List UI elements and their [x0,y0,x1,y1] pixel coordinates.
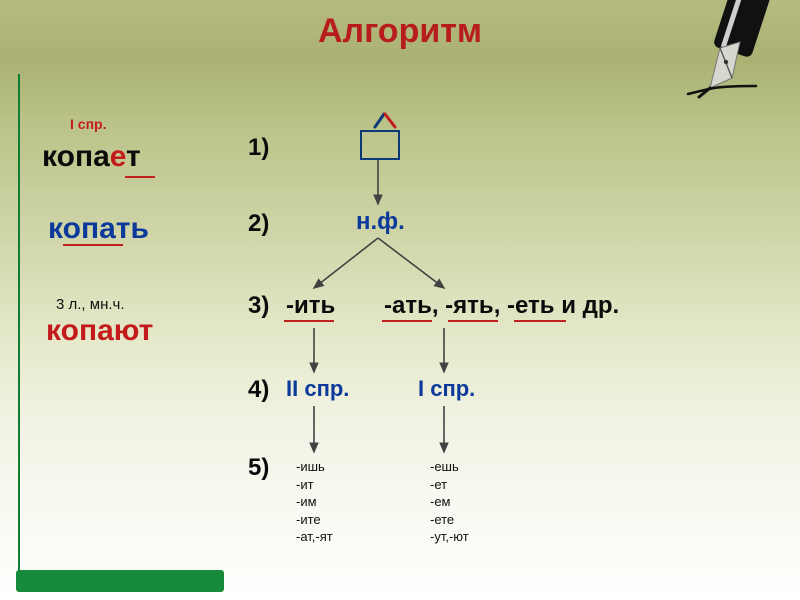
step-3: 3) [248,292,269,320]
end-l-3: -ите [296,511,333,529]
ul-2 [284,320,334,322]
title-wrap: Алгоритм [0,12,800,51]
endings-right: -ешь -ет -ем -ете -ут,-ют [430,458,469,546]
word1-suffix: т [126,140,141,173]
ul-1 [63,244,123,246]
word1-red-letter: е [110,140,126,173]
end-l-1: -ит [296,476,333,494]
ul-3 [382,320,432,322]
ul-5 [514,320,566,322]
word1-prefix: копа [42,140,110,173]
endings-left: -ишь -ит -им -ите -ат,-ят [296,458,333,546]
step-2: 2) [248,210,269,238]
branch-right: -ать, -ять, -еть и др. [384,292,619,320]
end-r-4: -ут,-ют [430,528,469,546]
end-r-0: -ешь [430,458,469,476]
end-r-2: -ем [430,493,469,511]
end-l-0: -ишь [296,458,333,476]
left-green-rule [18,74,20,572]
accent-icon [372,110,398,132]
ending-box [360,130,400,160]
end-l-4: -ат,-ят [296,528,333,546]
word-kopaet: копает [42,140,141,174]
label-3l-mnch: 3 л., мн.ч. [56,296,125,313]
end-r-3: -ете [430,511,469,529]
label-nf: н.ф. [356,208,405,236]
step-4: 4) [248,376,269,404]
slide: Алгоритм I спр. копает копать 3 л., мн.ч… [0,0,800,600]
end-l-2: -им [296,493,333,511]
step-1: 1) [248,134,269,162]
slide-title: Алгоритм [318,12,482,50]
spr-ii: II спр. [286,376,349,402]
word-kopayut: копают [46,314,153,348]
bottom-green-band [16,570,224,592]
label-i-spr: I спр. [70,116,106,132]
ul-0 [125,176,155,178]
end-r-1: -ет [430,476,469,494]
ul-4 [448,320,498,322]
branch-left: -ить [286,292,335,320]
word-kopat: копать [48,212,149,246]
spr-i: I спр. [418,376,475,402]
step-5: 5) [248,454,269,482]
